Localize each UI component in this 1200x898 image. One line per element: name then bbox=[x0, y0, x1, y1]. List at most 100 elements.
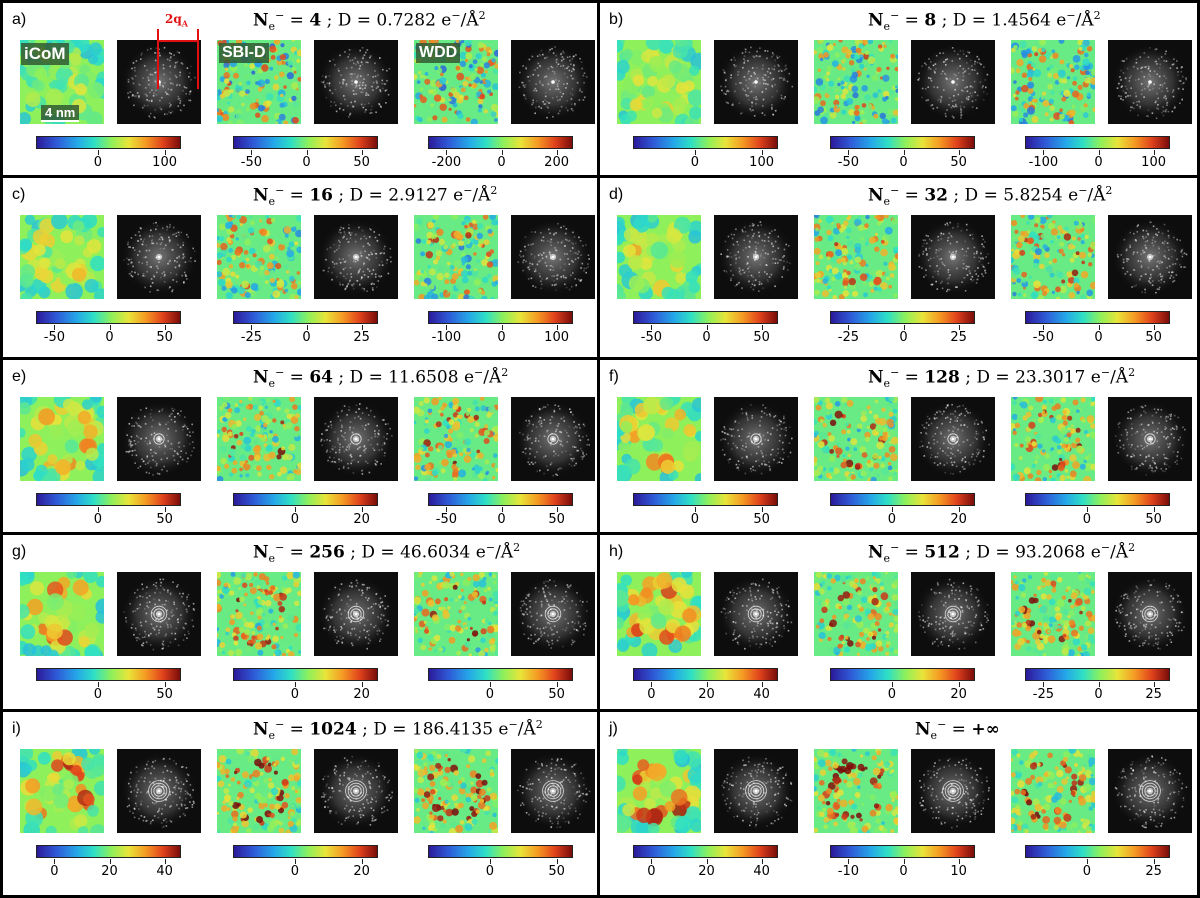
electron-count-symbol: N bbox=[253, 719, 269, 740]
arrow-label: 2qA bbox=[165, 12, 188, 28]
colorbar-tick bbox=[706, 325, 708, 330]
equals-sign: = bbox=[284, 10, 310, 31]
electron-count-sub: e bbox=[268, 729, 276, 743]
colorbar-tick-label: 0 bbox=[899, 864, 908, 879]
colorbar-tick-label: 20 bbox=[353, 512, 370, 527]
wdd-colorbar: 0 50 bbox=[428, 668, 573, 702]
panel-label: e) bbox=[12, 368, 27, 385]
electron-count-value: +∞ bbox=[971, 719, 1000, 740]
electron-count-value: 64 bbox=[309, 367, 334, 388]
dose-unit: e bbox=[1050, 10, 1067, 31]
colorbar-tick-label: -50 bbox=[1032, 330, 1055, 345]
electron-count-sup: − bbox=[275, 9, 285, 22]
icom-fft bbox=[117, 215, 201, 299]
dose-unit-tail: /Å bbox=[1110, 542, 1129, 563]
electron-count-sup: − bbox=[937, 718, 947, 731]
icom-map bbox=[611, 566, 709, 659]
colorbar-tick-label: -50 bbox=[640, 330, 663, 345]
colorbar-tick bbox=[903, 325, 905, 330]
dose-value: 46.6034 bbox=[400, 542, 471, 563]
colorbar-tick-label: -100 bbox=[431, 330, 462, 345]
colorbar-tick bbox=[109, 325, 111, 330]
colorbar-tick bbox=[97, 682, 99, 687]
dose-value: 186.4135 bbox=[411, 719, 494, 740]
arrow-line bbox=[159, 40, 197, 42]
colorbar-tick bbox=[848, 859, 850, 864]
sbid-map bbox=[213, 747, 304, 836]
electron-count-value: 128 bbox=[924, 367, 960, 388]
dose-unit-sup: − bbox=[1100, 541, 1111, 554]
colorbar-tick bbox=[891, 682, 893, 687]
electron-count-value: 512 bbox=[924, 542, 960, 563]
panel-label: b) bbox=[609, 11, 624, 28]
electron-count-sup: − bbox=[890, 9, 900, 22]
colorbar-tick bbox=[501, 325, 503, 330]
colorbar-tick bbox=[501, 150, 503, 155]
wdd-colorbar: -25 0 25 bbox=[1025, 668, 1170, 702]
colorbar-tick-label: 50 bbox=[548, 864, 565, 879]
sbid-map bbox=[215, 213, 305, 302]
colorbar-tick-label: 10 bbox=[950, 864, 967, 879]
dose-unit-tail: /Å bbox=[1075, 10, 1094, 31]
panel-title: Ne− = +∞ bbox=[915, 718, 1000, 742]
dose-unit-sup: − bbox=[1100, 366, 1111, 379]
sbid-fft bbox=[911, 40, 995, 124]
dose-unit: e bbox=[1085, 367, 1101, 388]
dose-unit-sup: − bbox=[485, 541, 496, 554]
dose-unit-sup2: 2 bbox=[501, 366, 509, 379]
electron-count-sub: e bbox=[268, 552, 276, 566]
dose-unit-sup2: 2 bbox=[1128, 541, 1136, 554]
sbid-map bbox=[810, 37, 901, 126]
panel-label: d) bbox=[609, 186, 624, 203]
sbid-colorbar: 0 20 bbox=[233, 493, 378, 527]
colorbar-tick bbox=[761, 682, 763, 687]
icom-fft bbox=[714, 397, 798, 481]
dose-unit-tail: /Å bbox=[1110, 367, 1129, 388]
colorbar-tick bbox=[761, 325, 763, 330]
wdd-map bbox=[411, 36, 502, 127]
icom-fft bbox=[117, 40, 201, 124]
colorbar-tick-label: 20 bbox=[353, 687, 370, 702]
colorbar-tick-label: 0 bbox=[497, 512, 506, 527]
colorbar-tick-label: 100 bbox=[152, 155, 178, 170]
dose-label: ; D = bbox=[948, 185, 1004, 206]
colorbar-tick bbox=[761, 507, 763, 512]
colorbar-tick bbox=[361, 325, 363, 330]
panel-label: c) bbox=[12, 186, 26, 203]
electron-count-value: 1024 bbox=[309, 719, 357, 740]
equals-sign: = bbox=[899, 10, 925, 31]
colorbar-tick-label: 20 bbox=[698, 864, 715, 879]
dose-unit: e bbox=[435, 10, 452, 31]
dose-unit-tail: /Å bbox=[483, 367, 502, 388]
colorbar-tick-label: 0 bbox=[899, 330, 908, 345]
colorbar-tick-label: 0 bbox=[690, 512, 700, 527]
panel-title: Ne− = 32 ; D = 5.8254 e−/Å2 bbox=[868, 184, 1112, 208]
equals-sign: = bbox=[284, 719, 310, 740]
colorbar-tick bbox=[903, 150, 905, 155]
panel-title: Ne− = 4 ; D = 0.7282 e−/Å2 bbox=[253, 9, 486, 33]
electron-count-symbol: N bbox=[253, 542, 269, 563]
icom-map bbox=[12, 389, 113, 486]
colorbar-tick bbox=[891, 507, 893, 512]
wdd-fft bbox=[1108, 749, 1192, 833]
wdd-fft bbox=[511, 40, 595, 124]
colorbar-tick bbox=[761, 150, 763, 155]
colorbar-tick-label: 0 bbox=[647, 687, 656, 702]
colorbar-tick-label: 0 bbox=[485, 687, 495, 702]
colorbar-tick bbox=[903, 859, 905, 864]
electron-count-sup: − bbox=[275, 541, 285, 554]
wdd-fft bbox=[1108, 572, 1192, 656]
panel-label: h) bbox=[609, 543, 624, 560]
colorbar-tick-label: 0 bbox=[302, 330, 311, 345]
dose-label: ; D = bbox=[321, 10, 377, 31]
icom-fft bbox=[117, 397, 201, 481]
sbid-map bbox=[213, 570, 304, 659]
colorbar-tick bbox=[958, 150, 960, 155]
wdd-colorbar: -50 0 50 bbox=[1025, 311, 1170, 345]
icom-map bbox=[14, 212, 110, 305]
wdd-map bbox=[1009, 570, 1099, 659]
sbid-fft bbox=[911, 749, 995, 833]
wdd-fft bbox=[511, 397, 595, 481]
panel-label: a) bbox=[12, 11, 27, 28]
